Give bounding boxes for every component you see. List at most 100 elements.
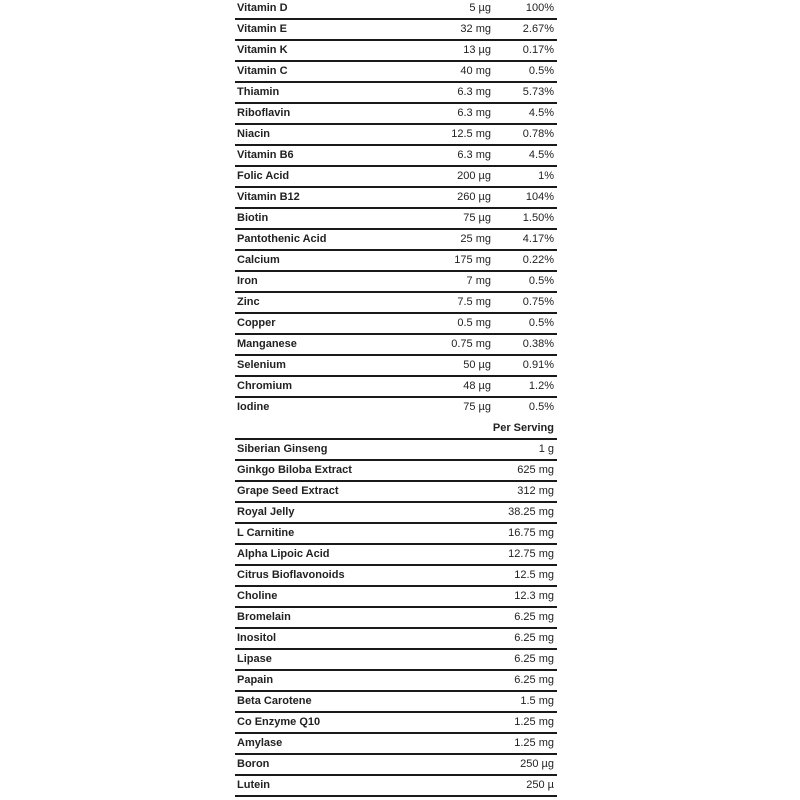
nutrient-amount: 5 µg — [469, 2, 491, 14]
table-row: Vitamin B12 260 µg 104% — [235, 188, 557, 209]
nutrient-percent: 0.22% — [522, 254, 554, 266]
ingredient-name: L Carnitine — [237, 527, 295, 539]
nutrient-percent: 0.5% — [528, 401, 554, 413]
table-row: Grape Seed Extract 312 mg — [235, 482, 557, 503]
nutrient-amount: 75 µg — [463, 401, 491, 413]
ingredient-amount: 6.25 mg — [514, 653, 554, 665]
ingredient-amount: 6.25 mg — [514, 632, 554, 644]
ingredient-amount: 1.25 mg — [514, 737, 554, 749]
table-row: Pantothenic Acid 25 mg 4.17% — [235, 230, 557, 251]
table-row: Vitamin K 13 µg 0.17% — [235, 41, 557, 62]
ingredient-name: Papain — [237, 674, 274, 686]
nutrient-name: Copper — [237, 317, 276, 329]
table-row: Vitamin B6 6.3 mg 4.5% — [235, 146, 557, 167]
ingredient-name: Choline — [237, 590, 278, 602]
ingredient-amount: 12.3 mg — [514, 590, 554, 602]
nutrient-name: Vitamin D — [237, 2, 288, 14]
ingredient-amount: 1.5 mg — [520, 695, 554, 707]
table-row: Calcium 175 mg 0.22% — [235, 251, 557, 272]
nutrient-amount: 40 mg — [460, 65, 491, 77]
table-row: Riboflavin 6.3 mg 4.5% — [235, 104, 557, 125]
ingredient-name: Ginkgo Biloba Extract — [237, 464, 352, 476]
nutrient-name: Vitamin B12 — [237, 191, 300, 203]
table-row: Choline 12.3 mg — [235, 587, 557, 608]
ingredient-name: Siberian Ginseng — [237, 443, 328, 455]
table-row: Thiamin 6.3 mg 5.73% — [235, 83, 557, 104]
nutrient-percent: 0.17% — [522, 44, 554, 56]
table-row: Biotin 75 µg 1.50% — [235, 209, 557, 230]
ingredient-amount: 250 µ — [526, 779, 554, 791]
table-row: Folic Acid 200 µg 1% — [235, 167, 557, 188]
nutrient-name: Iodine — [237, 401, 270, 413]
nutrient-percent: 1.2% — [528, 380, 554, 392]
nutrient-name: Chromium — [237, 380, 292, 392]
table-row: Papain 6.25 mg — [235, 671, 557, 692]
nutrient-amount: 6.3 mg — [457, 107, 491, 119]
table-row: Inositol 6.25 mg — [235, 629, 557, 650]
ingredient-amount: 6.25 mg — [514, 674, 554, 686]
table-row: Vitamin E 32 mg 2.67% — [235, 20, 557, 41]
table-row: Iodine 75 µg 0.5% — [235, 398, 557, 419]
table-row: Vitamin D 5 µg 100% — [235, 0, 557, 20]
nutrient-percent: 0.38% — [522, 338, 554, 350]
ingredient-amount: 1 g — [538, 443, 554, 455]
table-row: Siberian Ginseng 1 g — [235, 440, 557, 461]
table-row: Co Enzyme Q10 1.25 mg — [235, 713, 557, 734]
ingredient-name: Boron — [237, 758, 270, 770]
nutrient-amount: 6.3 mg — [457, 149, 491, 161]
nutrient-name: Selenium — [237, 359, 286, 371]
nutrient-name: Manganese — [237, 338, 297, 350]
ingredient-name: Grape Seed Extract — [237, 485, 339, 497]
nutrient-amount: 0.75 mg — [451, 338, 491, 350]
nutrient-percent: 0.5% — [528, 65, 554, 77]
nutrient-amount: 175 mg — [454, 254, 491, 266]
nutrient-amount: 7 mg — [466, 275, 491, 287]
nutrient-amount: 32 mg — [460, 23, 491, 35]
ingredient-name: Amylase — [237, 737, 283, 749]
ingredient-name: Co Enzyme Q10 — [237, 716, 321, 728]
nutrient-name: Riboflavin — [237, 107, 291, 119]
nutrient-amount: 12.5 mg — [451, 128, 491, 140]
table-row: Niacin 12.5 mg 0.78% — [235, 125, 557, 146]
table-row: Lutein 250 µ — [235, 776, 557, 797]
table-row: Alpha Lipoic Acid 12.75 mg — [235, 545, 557, 566]
ingredient-name: Royal Jelly — [237, 506, 295, 518]
ingredient-name: Lutein — [237, 779, 270, 791]
nutrient-percent: 4.5% — [528, 107, 554, 119]
nutrient-name: Folic Acid — [237, 170, 290, 182]
ingredient-name: Citrus Bioflavonoids — [237, 569, 345, 581]
ingredient-amount: 12.75 mg — [508, 548, 554, 560]
nutrient-percent: 5.73% — [522, 86, 554, 98]
table-row: Boron 250 µg — [235, 755, 557, 776]
table-row: Amylase 1.25 mg — [235, 734, 557, 755]
ingredient-name: Bromelain — [237, 611, 291, 623]
ingredient-amount: 16.75 mg — [508, 527, 554, 539]
nutrient-percent: 1% — [538, 170, 554, 182]
table-row: Citrus Bioflavonoids 12.5 mg — [235, 566, 557, 587]
table-row: Bromelain 6.25 mg — [235, 608, 557, 629]
nutrient-amount: 75 µg — [463, 212, 491, 224]
table-row: Beta Carotene 1.5 mg — [235, 692, 557, 713]
nutrient-name: Vitamin E — [237, 23, 287, 35]
per-serving-header-row: Per Serving — [235, 419, 557, 440]
ingredient-name: Beta Carotene — [237, 695, 312, 707]
nutrient-amount: 48 µg — [463, 380, 491, 392]
nutrient-amount: 6.3 mg — [457, 86, 491, 98]
nutrient-percent: 2.67% — [522, 23, 554, 35]
ingredient-amount: 250 µg — [520, 758, 554, 770]
nutrient-percent: 0.78% — [522, 128, 554, 140]
ingredient-name: Alpha Lipoic Acid — [237, 548, 330, 560]
table-row: Selenium 50 µg 0.91% — [235, 356, 557, 377]
table-row: Zinc 7.5 mg 0.75% — [235, 293, 557, 314]
nutrient-name: Zinc — [237, 296, 260, 308]
nutrient-name: Iron — [237, 275, 258, 287]
ingredient-amount: 312 mg — [517, 485, 554, 497]
nutrient-percent: 0.5% — [528, 275, 554, 287]
nutrient-name: Thiamin — [237, 86, 280, 98]
nutrient-name: Niacin — [237, 128, 271, 140]
per-serving-header: Per Serving — [492, 422, 554, 434]
table-row: Lipase 6.25 mg — [235, 650, 557, 671]
nutrient-percent: 0.5% — [528, 317, 554, 329]
nutrient-percent: 4.17% — [522, 233, 554, 245]
